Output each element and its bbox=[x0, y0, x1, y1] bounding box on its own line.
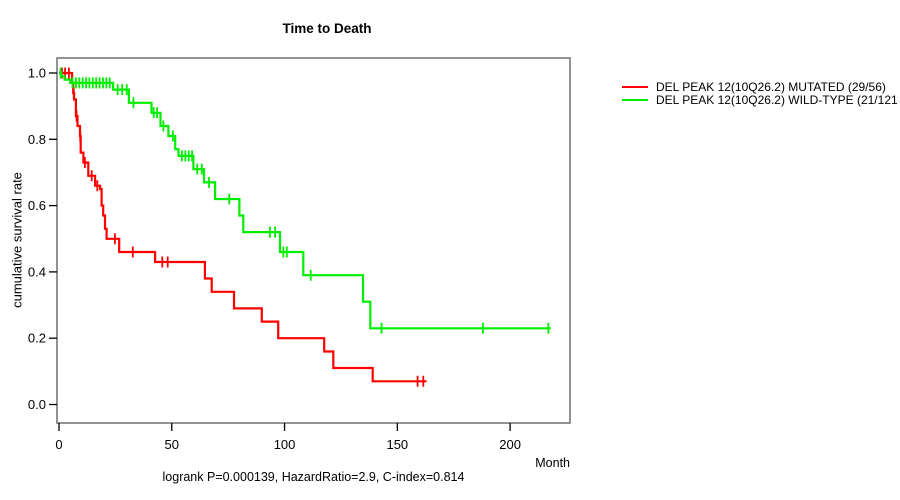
x-tick-label: 200 bbox=[499, 437, 521, 452]
legend-item-mutated: DEL PEAK 12(10Q26.2) MUTATED (29/56) bbox=[622, 79, 898, 94]
legend-label-mutated: DEL PEAK 12(10Q26.2) MUTATED (29/56) bbox=[656, 79, 886, 94]
y-tick-label: 0.0 bbox=[28, 397, 46, 412]
y-tick-label: 1.0 bbox=[28, 66, 46, 81]
chart-title: Time to Death bbox=[282, 21, 372, 36]
censor-marks-wild-type bbox=[59, 67, 550, 334]
y-axis: 0.0 0.2 0.4 0.6 0.8 1.0 bbox=[28, 66, 57, 412]
x-tick-label: 150 bbox=[386, 437, 408, 452]
legend: DEL PEAK 12(10Q26.2) MUTATED (29/56) DEL… bbox=[622, 79, 898, 107]
legend-line-mutated-icon bbox=[622, 85, 648, 88]
x-tick-label: 0 bbox=[55, 437, 62, 452]
x-axis: 0 50 100 150 200 bbox=[55, 423, 521, 452]
x-tick-label: 100 bbox=[274, 437, 296, 452]
y-tick-label: 0.2 bbox=[28, 331, 46, 346]
x-tick-label: 50 bbox=[165, 437, 179, 452]
legend-line-wild-type-icon bbox=[622, 98, 648, 101]
legend-item-wild-type: DEL PEAK 12(10Q26.2) WILD-TYPE (21/121 bbox=[622, 92, 898, 107]
legend-label-wild-type: DEL PEAK 12(10Q26.2) WILD-TYPE (21/121 bbox=[656, 92, 898, 107]
y-tick-label: 0.8 bbox=[28, 132, 46, 147]
km-curve-wild-type bbox=[59, 71, 551, 330]
x-axis-label: Month bbox=[535, 456, 570, 470]
plot-frame bbox=[56, 57, 571, 424]
logrank-annotation: logrank P=0.000139, HazardRatio=2.9, C-i… bbox=[162, 470, 465, 484]
y-axis-label: cumulative survival rate bbox=[9, 172, 25, 308]
y-tick-label: 0.6 bbox=[28, 198, 46, 213]
y-tick-label: 0.4 bbox=[28, 264, 46, 279]
